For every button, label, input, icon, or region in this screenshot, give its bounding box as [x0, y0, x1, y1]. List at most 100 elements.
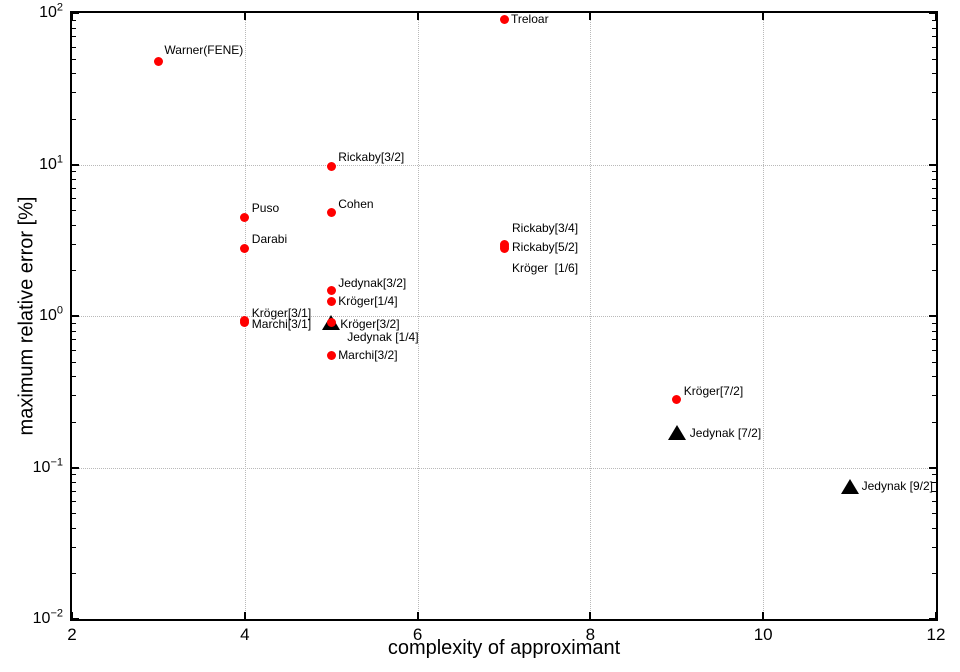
y-axis-minor-tick-right: [932, 73, 936, 75]
y-axis-minor-tick-right: [932, 46, 936, 48]
x-tick-label: 2: [67, 625, 77, 644]
y-axis-minor-tick-right: [932, 179, 936, 181]
y-axis-minor-tick: [72, 210, 76, 212]
y-axis-minor-tick: [72, 118, 76, 120]
data-point-circle: [326, 296, 336, 306]
y-axis-minor-tick: [72, 490, 76, 492]
y-axis-tick-right: [929, 466, 936, 469]
y-axis-minor-tick: [72, 395, 76, 397]
data-point-circle: [240, 318, 250, 328]
y-axis-minor-tick-right: [932, 421, 936, 423]
data-point-triangle: [667, 425, 686, 441]
y-axis-minor-tick-right: [932, 361, 936, 363]
point-label: Jedynak [9/2]: [861, 479, 933, 494]
y-axis-minor-tick-right: [932, 482, 936, 484]
y-axis-minor-tick: [72, 171, 76, 173]
y-axis-minor-tick: [72, 513, 76, 515]
y-axis-tick: [72, 466, 79, 469]
point-label: Cohen: [338, 196, 374, 211]
x-tick-label: 12: [926, 625, 946, 644]
grid-line-horizontal: [72, 164, 936, 166]
x-axis-tick: [589, 612, 592, 619]
y-axis-minor-tick-right: [932, 330, 936, 332]
data-point-triangle: [840, 478, 859, 494]
y-axis-tick: [72, 618, 79, 620]
data-point-circle: [326, 317, 336, 327]
data-point-circle: [326, 208, 336, 218]
y-axis-minor-tick: [72, 322, 76, 324]
y-axis-minor-tick-right: [932, 501, 936, 503]
x-axis-tick-top: [243, 13, 246, 20]
y-axis-minor-tick-right: [932, 546, 936, 548]
y-axis-minor-tick: [72, 270, 76, 272]
y-axis-minor-tick: [72, 224, 76, 226]
x-axis-tick: [71, 612, 73, 619]
y-axis-tick: [72, 163, 79, 166]
y-axis-tick-right: [929, 618, 936, 620]
point-label: Kröger [1/6]: [512, 261, 579, 276]
y-axis-minor-tick: [72, 36, 76, 38]
y-axis-minor-tick: [72, 527, 76, 529]
y-axis-minor-tick: [72, 187, 76, 189]
y-axis-minor-tick-right: [932, 36, 936, 38]
y-axis-minor-tick: [72, 573, 76, 575]
point-label: Jedynak[3/2]: [338, 275, 407, 290]
x-axis-tick-top: [71, 13, 73, 20]
x-axis-tick: [935, 612, 937, 619]
y-axis-minor-tick: [72, 58, 76, 60]
y-axis-minor-tick-right: [932, 92, 936, 94]
x-axis-tick-top: [589, 13, 592, 20]
data-point-circle: [240, 243, 250, 253]
data-point-circle: [326, 286, 336, 296]
x-tick-label: 4: [240, 625, 250, 644]
y-axis-tick-right: [929, 12, 936, 14]
data-point-circle: [672, 395, 682, 405]
point-label: Warner(FENE): [164, 43, 244, 58]
x-axis-tick: [243, 612, 246, 619]
y-axis-minor-tick: [72, 546, 76, 548]
x-tick-label: 6: [412, 625, 423, 644]
point-label: Kröger[3/2]: [340, 317, 400, 332]
y-axis-minor-tick: [72, 179, 76, 181]
point-label: Rickaby[5/2]: [512, 239, 579, 254]
y-axis-minor-tick: [72, 330, 76, 332]
y-axis-tick: [72, 12, 79, 14]
y-axis-minor-tick: [72, 243, 76, 245]
data-point-circle: [240, 212, 250, 222]
y-axis-minor-tick-right: [932, 376, 936, 378]
y-axis-minor-tick-right: [932, 349, 936, 351]
y-axis-minor-tick: [72, 421, 76, 423]
point-label: Rickaby[3/4]: [512, 220, 579, 235]
y-axis-minor-tick-right: [932, 490, 936, 492]
point-label: Jedynak [7/2]: [689, 425, 762, 440]
y-tick-label: 10−2: [32, 607, 63, 627]
y-axis-minor-tick-right: [932, 118, 936, 120]
data-point-circle: [326, 162, 336, 171]
y-axis-minor-tick-right: [932, 513, 936, 515]
y-axis-minor-tick-right: [932, 573, 936, 575]
y-axis-minor-tick: [72, 92, 76, 94]
y-axis-minor-tick-right: [932, 198, 936, 200]
x-axis-tick-top: [935, 13, 937, 20]
y-axis-minor-tick-right: [932, 210, 936, 212]
grid-line-horizontal: [72, 316, 936, 317]
y-axis-tick-right: [929, 163, 936, 166]
x-tick-label: 10: [753, 625, 773, 644]
data-point-circle: [499, 15, 509, 25]
y-axis-minor-tick: [72, 349, 76, 351]
y-axis-minor-tick: [72, 19, 76, 21]
point-label: Rickaby[3/2]: [338, 149, 405, 164]
point-label: Marchi[3/1]: [251, 316, 312, 331]
y-axis-minor-tick: [72, 73, 76, 75]
y-axis-minor-tick-right: [932, 322, 936, 324]
x-axis-tick: [762, 612, 765, 619]
y-axis-minor-tick-right: [932, 171, 936, 173]
y-axis-minor-tick-right: [932, 474, 936, 476]
y-tick-label: 100: [39, 304, 63, 324]
grid-line-horizontal: [72, 467, 936, 469]
y-axis-tick-right: [929, 315, 936, 317]
y-tick-label: 10−1: [32, 456, 63, 476]
y-axis-minor-tick-right: [932, 527, 936, 529]
y-axis-label: maximum relative error [%]: [15, 196, 38, 436]
